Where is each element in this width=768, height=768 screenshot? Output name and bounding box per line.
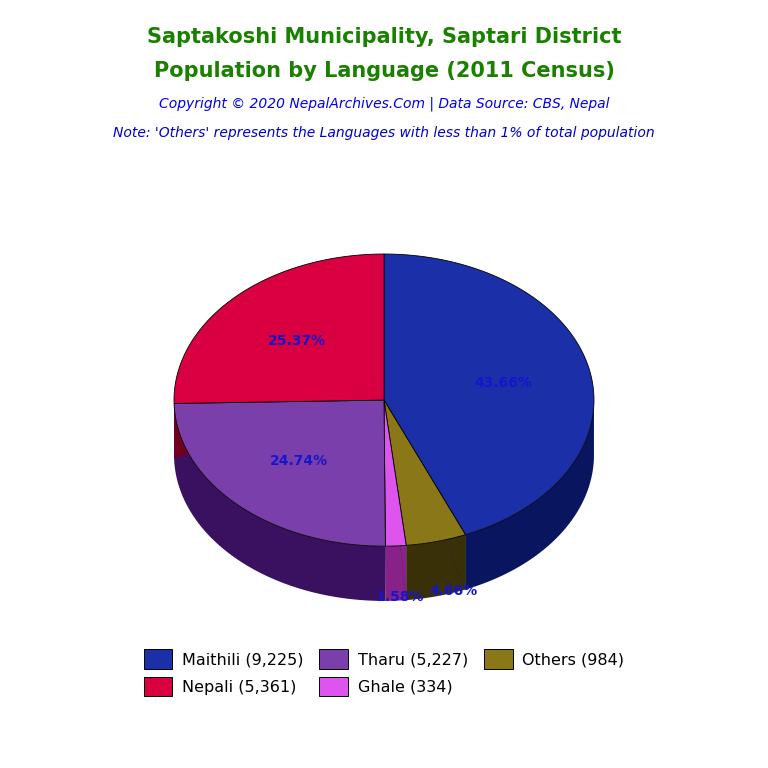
Polygon shape — [174, 400, 386, 546]
Polygon shape — [174, 400, 384, 458]
Text: 4.66%: 4.66% — [429, 584, 477, 598]
Text: 43.66%: 43.66% — [475, 376, 532, 390]
Polygon shape — [384, 400, 465, 545]
Legend: Maithili (9,225), Nepali (5,361), Tharu (5,227), Ghale (334), Others (984): Maithili (9,225), Nepali (5,361), Tharu … — [144, 649, 624, 697]
Polygon shape — [384, 254, 594, 535]
Polygon shape — [384, 400, 406, 600]
Polygon shape — [174, 254, 384, 403]
Polygon shape — [386, 545, 406, 601]
Polygon shape — [465, 400, 594, 590]
Text: 1.58%: 1.58% — [376, 590, 424, 604]
Polygon shape — [384, 400, 465, 590]
Polygon shape — [384, 400, 386, 601]
Polygon shape — [406, 535, 465, 600]
Text: Copyright © 2020 NepalArchives.Com | Data Source: CBS, Nepal: Copyright © 2020 NepalArchives.Com | Dat… — [159, 97, 609, 111]
Polygon shape — [384, 400, 465, 590]
Text: Saptakoshi Municipality, Saptari District: Saptakoshi Municipality, Saptari Distric… — [147, 27, 621, 47]
Polygon shape — [174, 400, 384, 458]
Text: Population by Language (2011 Census): Population by Language (2011 Census) — [154, 61, 614, 81]
Polygon shape — [174, 403, 386, 601]
Polygon shape — [384, 400, 386, 601]
Polygon shape — [384, 400, 406, 546]
Text: 24.74%: 24.74% — [270, 454, 328, 468]
Polygon shape — [384, 400, 406, 600]
Text: Note: 'Others' represents the Languages with less than 1% of total population: Note: 'Others' represents the Languages … — [113, 126, 655, 140]
Text: 25.37%: 25.37% — [268, 334, 326, 348]
